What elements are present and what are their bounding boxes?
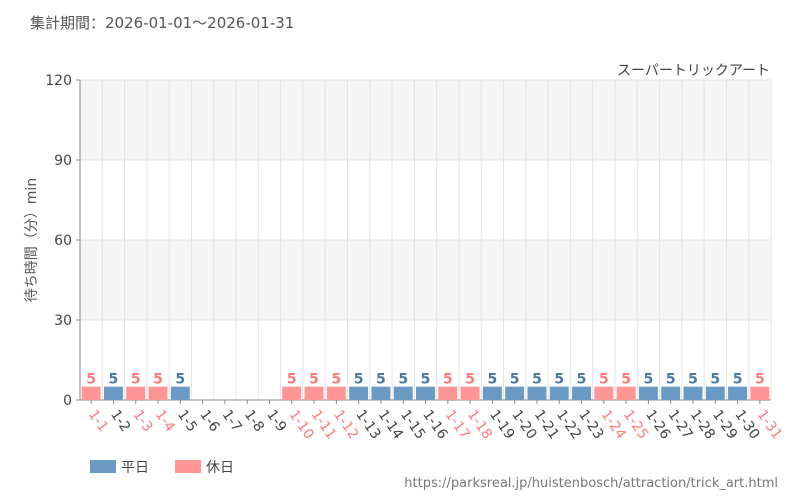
legend-swatch-holiday xyxy=(175,460,201,473)
bar-1-16[interactable] xyxy=(416,386,435,400)
bar-1-10[interactable] xyxy=(282,386,302,400)
bar-1-30[interactable] xyxy=(728,386,748,400)
data-label-1-4: 5 xyxy=(153,372,163,388)
data-label-1-16: 5 xyxy=(421,372,431,388)
data-label-1-1: 5 xyxy=(86,372,96,388)
x-tick-label-1-5: 1-5 xyxy=(174,407,200,435)
data-label-1-21: 5 xyxy=(532,372,542,388)
period-text: 集計期間：2026-01-01～2026-01-31 xyxy=(30,14,294,32)
bar-1-23[interactable] xyxy=(572,386,592,400)
bar-1-27[interactable] xyxy=(661,386,681,400)
data-label-1-3: 5 xyxy=(131,372,141,388)
bar-1-31[interactable] xyxy=(750,386,770,400)
legend-label-holiday: 休日 xyxy=(206,460,234,476)
bar-1-3[interactable] xyxy=(126,386,146,400)
data-label-1-15: 5 xyxy=(398,372,408,388)
x-tick-label-1-31: 1-31 xyxy=(754,407,785,442)
x-tick-label-1-4: 1-4 xyxy=(152,407,178,435)
x-tick-label-1-1: 1-1 xyxy=(85,407,111,435)
y-tick-label: 60 xyxy=(54,233,72,249)
data-label-1-28: 5 xyxy=(688,372,698,388)
data-label-1-14: 5 xyxy=(376,372,386,388)
data-label-1-27: 5 xyxy=(666,372,676,388)
data-label-1-19: 5 xyxy=(487,372,497,388)
bar-1-26[interactable] xyxy=(638,386,658,400)
x-tick-label-1-8: 1-8 xyxy=(241,407,267,435)
y-tick-label: 90 xyxy=(54,153,72,169)
bar-1-22[interactable] xyxy=(549,386,569,400)
data-label-1-26: 5 xyxy=(644,372,654,388)
data-label-1-18: 5 xyxy=(465,372,475,388)
y-axis-label: 待ち時間（分）min xyxy=(24,178,40,302)
bar-1-15[interactable] xyxy=(393,386,413,400)
bar-1-25[interactable] xyxy=(616,386,636,400)
data-label-1-30: 5 xyxy=(733,372,743,388)
bar-1-21[interactable] xyxy=(527,386,547,400)
x-tick-label-1-3: 1-3 xyxy=(129,407,155,435)
bar-1-4[interactable] xyxy=(148,386,168,400)
data-label-1-20: 5 xyxy=(510,372,520,388)
x-tick-label-1-2: 1-2 xyxy=(107,407,133,435)
bar-1-19[interactable] xyxy=(482,386,502,400)
x-tick-label-1-6: 1-6 xyxy=(196,407,222,435)
data-label-1-12: 5 xyxy=(331,372,341,388)
chart-title: スーパートリックアート xyxy=(617,63,770,79)
bar-1-12[interactable] xyxy=(326,386,346,400)
bar-1-13[interactable] xyxy=(349,386,369,400)
bar-1-20[interactable] xyxy=(505,386,525,400)
bar-1-29[interactable] xyxy=(705,386,725,400)
plot-area: 030609012051-151-251-351-451-51-61-71-81… xyxy=(45,73,785,442)
data-label-1-22: 5 xyxy=(554,372,564,388)
data-label-1-25: 5 xyxy=(621,372,631,388)
data-label-1-11: 5 xyxy=(309,372,319,388)
y-tick-label: 120 xyxy=(45,73,72,89)
bar-1-28[interactable] xyxy=(683,386,703,400)
data-label-1-23: 5 xyxy=(577,372,587,388)
x-tick-label-1-7: 1-7 xyxy=(219,407,245,435)
bar-1-5[interactable] xyxy=(170,386,190,400)
grid-band xyxy=(80,80,771,160)
bar-1-11[interactable] xyxy=(304,386,324,400)
x-tick-label-1-9: 1-9 xyxy=(263,407,289,435)
data-label-1-10: 5 xyxy=(287,372,297,388)
data-label-1-17: 5 xyxy=(443,372,453,388)
legend: 平日 休日 xyxy=(90,460,234,476)
bar-1-17[interactable] xyxy=(438,386,458,400)
legend-label-weekday: 平日 xyxy=(121,460,149,476)
y-tick-label: 0 xyxy=(63,393,72,409)
source-url[interactable]: https://parksreal.jp/huistenbosch/attrac… xyxy=(404,476,778,491)
data-label-1-29: 5 xyxy=(710,372,720,388)
data-label-1-31: 5 xyxy=(755,372,765,388)
legend-swatch-weekday xyxy=(90,460,116,473)
bar-1-1[interactable] xyxy=(81,386,101,400)
data-label-1-24: 5 xyxy=(599,372,609,388)
data-label-1-5: 5 xyxy=(175,372,185,388)
bar-1-2[interactable] xyxy=(103,386,123,400)
bar-1-24[interactable] xyxy=(594,386,614,400)
y-tick-label: 30 xyxy=(54,313,72,329)
bar-1-14[interactable] xyxy=(371,386,391,400)
data-label-1-2: 5 xyxy=(109,372,119,388)
grid-band xyxy=(80,240,771,320)
bar-1-18[interactable] xyxy=(460,386,480,400)
data-label-1-13: 5 xyxy=(354,372,364,388)
